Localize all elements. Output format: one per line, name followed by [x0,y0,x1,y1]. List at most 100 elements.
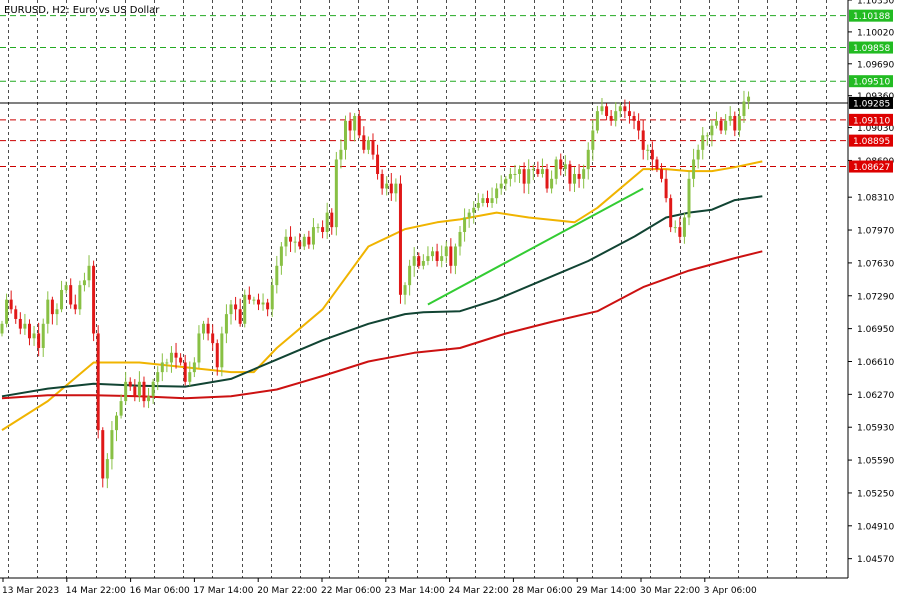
candle-bullish [147,396,151,402]
candle-bullish [64,285,68,290]
candle-bullish [87,265,91,281]
time-tick-label: 23 Mar 14:00 [385,586,445,596]
candle-bullish [495,188,499,199]
candle-bullish [197,333,201,363]
series-line [1,250,763,400]
candle-bearish [256,299,260,305]
candle-bullish [408,265,412,286]
candle-bearish [307,236,311,245]
candle-bearish [266,302,270,310]
price-tick-label: 1.09690 [857,60,894,70]
candle-bullish [682,217,686,237]
price-tick-label: 1.05590 [857,457,894,467]
candle-bullish [618,106,622,112]
current-price-label: 1.09285 [853,99,890,109]
candle-bullish [224,314,228,334]
candle-bullish [696,149,700,160]
price-tick-label: 1.04570 [857,555,894,565]
candle-bearish [234,304,238,310]
time-tick-label: 20 Mar 22:00 [257,586,317,596]
current-price-label-box [849,96,893,109]
candle-bullish [737,115,741,131]
candle-bullish [513,173,517,175]
candle-bearish [92,265,96,334]
candle-bullish [692,159,696,179]
candle-bearish [536,169,540,174]
candle-bullish [60,289,64,310]
level-label-box [849,9,893,22]
candle-bullish [229,304,233,315]
candle-bullish [646,149,650,151]
candles [0,90,751,489]
candle-bearish [14,309,18,319]
candle-bullish [412,256,416,266]
time-tick-label: 29 Mar 14:00 [576,586,636,596]
candle-bullish [23,323,27,329]
candle-bullish [499,183,503,189]
candle-bullish [426,256,430,261]
candle-bearish [27,323,31,339]
candle-bearish [215,343,219,368]
level-price-labels: 1.10188 1.09858 1.09510 1.09110 1.08895 1.086… [849,9,893,173]
time-tick-label: 16 Mar 06:00 [130,586,190,596]
candle-bullish [243,294,247,324]
price-tick-label: 1.04910 [857,522,894,532]
level-label: 1.09510 [853,78,890,88]
candle-bearish [238,309,242,324]
candle-bullish [463,217,467,232]
series-line [427,187,644,306]
candle-bearish [380,173,384,189]
candle-bearish [559,159,563,170]
candle-bearish [73,304,77,310]
candle-bearish [128,381,132,387]
candle-bearish [321,227,325,232]
candle-bearish [669,198,673,228]
candle-bullish [110,430,114,460]
time-tick-label: 3 Apr 06:00 [704,586,757,596]
candle-bullish [504,178,508,184]
candle-bullish [385,183,389,189]
candle-bullish [701,135,705,150]
time-tick-label: 22 Mar 06:00 [321,586,381,596]
candle-bearish [577,173,581,179]
candle-bullish [115,415,118,431]
candle-bullish [705,135,709,137]
candle-bullish [600,106,604,112]
candle-bullish [353,115,357,131]
candle-bearish [69,285,73,305]
time-tick-label: 14 Mar 22:00 [66,586,126,596]
level-label: 1.10188 [853,12,890,22]
level-label-box [849,75,893,88]
candle-bullish [284,236,288,247]
candle-bullish [275,265,279,286]
candle-bearish [398,183,402,295]
candle-bullish [137,381,141,397]
candle-bearish [376,154,380,174]
candle-bullish [550,178,554,189]
candle-bullish [476,202,480,208]
candle-bullish [220,333,224,368]
candle-bearish [627,111,631,116]
price-tick-label: 1.09030 [857,124,894,134]
candle-bullish [481,198,485,203]
candle-bullish [293,241,297,243]
candle-bearish [183,362,187,382]
candle-bullish [82,280,86,286]
candle-bullish [728,115,732,121]
candle-bullish [151,381,155,397]
candle-bullish [531,169,535,171]
candle-bearish [637,120,641,131]
candle-bullish [302,236,306,247]
candle-bearish [623,106,627,112]
candle-bearish [37,333,41,348]
candle-bullish [270,285,274,310]
candle-bullish [325,212,329,232]
price-tick-label: 1.07970 [857,227,894,237]
level-label: 1.08895 [853,137,890,147]
time-tick-label: 30 Mar 22:00 [640,586,700,596]
price-tick-label: 1.10020 [857,28,894,38]
candle-bullish [591,130,595,150]
candle-bullish [595,111,599,131]
